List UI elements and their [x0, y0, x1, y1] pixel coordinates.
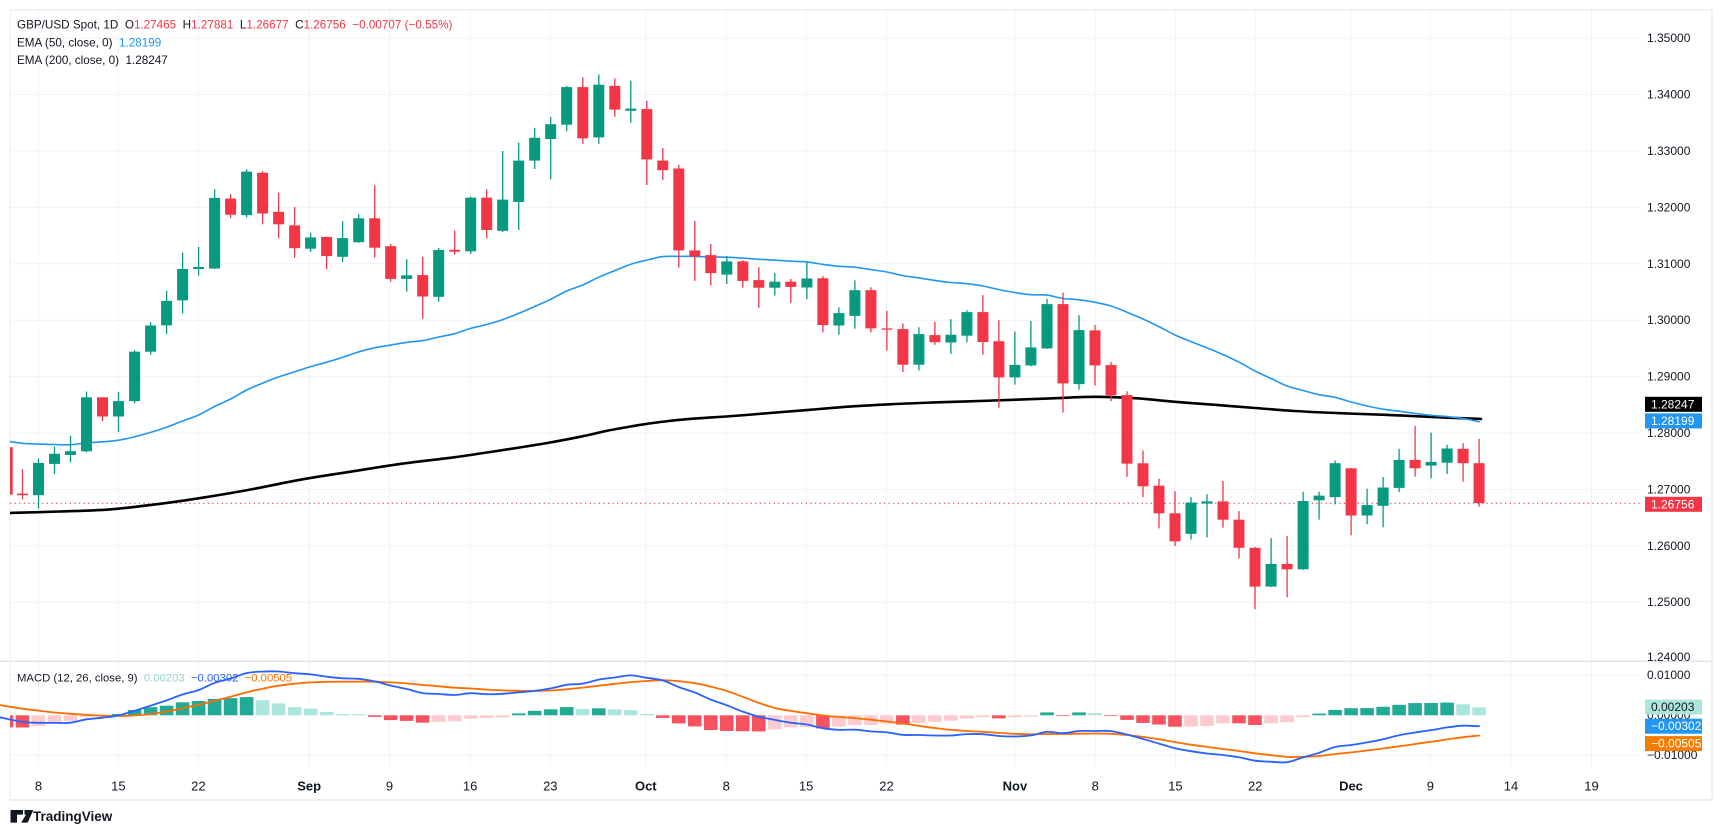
svg-text:8: 8: [1092, 779, 1099, 794]
svg-text:15: 15: [799, 779, 813, 794]
svg-text:1.31000: 1.31000: [1647, 257, 1691, 271]
svg-text:−0.00505: −0.00505: [1651, 737, 1702, 751]
svg-text:14: 14: [1504, 779, 1518, 794]
svg-text:Dec: Dec: [1339, 779, 1363, 794]
svg-text:1.27000: 1.27000: [1647, 482, 1691, 496]
svg-text:1.35000: 1.35000: [1647, 31, 1691, 45]
svg-text:15: 15: [111, 779, 125, 794]
svg-text:Nov: Nov: [1003, 779, 1028, 794]
svg-text:Sep: Sep: [297, 779, 321, 794]
svg-text:15: 15: [1168, 779, 1182, 794]
svg-text:TradingView: TradingView: [33, 809, 113, 824]
svg-text:9: 9: [1427, 779, 1434, 794]
svg-text:23: 23: [543, 779, 557, 794]
svg-text:GBP/USD Spot, 1D O1.27465 H1: GBP/USD Spot, 1D O1.27465 H1.27881 L1.26…: [17, 19, 452, 32]
svg-text:EMA (50, close, 0) 1.28199: EMA (50, close, 0) 1.28199: [17, 37, 161, 50]
svg-text:0.01000: 0.01000: [1647, 668, 1691, 682]
svg-text:19: 19: [1584, 779, 1598, 794]
svg-text:1.29000: 1.29000: [1647, 370, 1691, 384]
svg-text:1.24000: 1.24000: [1647, 650, 1691, 664]
svg-text:22: 22: [879, 779, 893, 794]
svg-text:1.33000: 1.33000: [1647, 144, 1691, 158]
svg-text:MACD (12, 26, close, 9) 0.002: MACD (12, 26, close, 9) 0.00203 −0.00302…: [17, 673, 292, 685]
svg-text:Oct: Oct: [635, 779, 657, 794]
svg-text:EMA (200, close, 0) 1.28247: EMA (200, close, 0) 1.28247: [17, 54, 168, 67]
svg-text:1.34000: 1.34000: [1647, 88, 1691, 102]
svg-text:8: 8: [35, 779, 42, 794]
svg-text:22: 22: [191, 779, 205, 794]
svg-text:1.26000: 1.26000: [1647, 539, 1691, 553]
svg-text:1.28247: 1.28247: [1651, 397, 1695, 411]
svg-text:16: 16: [463, 779, 477, 794]
svg-text:9: 9: [386, 779, 393, 794]
svg-text:8: 8: [723, 779, 730, 794]
svg-text:0.00203: 0.00203: [1651, 700, 1695, 714]
svg-text:−0.01000: −0.01000: [1647, 748, 1698, 762]
svg-text:1.26756: 1.26756: [1651, 497, 1695, 511]
svg-text:1.30000: 1.30000: [1647, 313, 1691, 327]
svg-text:1.25000: 1.25000: [1647, 595, 1691, 609]
svg-text:−0.00302: −0.00302: [1651, 719, 1702, 733]
svg-text:1.32000: 1.32000: [1647, 200, 1691, 214]
svg-text:22: 22: [1248, 779, 1262, 794]
svg-text:1.28199: 1.28199: [1651, 414, 1695, 428]
svg-text:1.28000: 1.28000: [1647, 426, 1691, 440]
